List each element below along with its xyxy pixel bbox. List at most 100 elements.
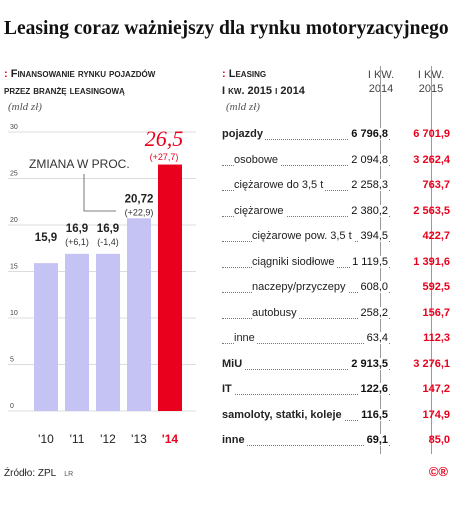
- bar-value-label: 16,9: [66, 223, 88, 235]
- row-label: ciężarowe do 3,5 t: [234, 179, 326, 191]
- source-note: Źródło: ZPL LR: [4, 468, 73, 479]
- bar: [65, 253, 89, 411]
- row-leader-dots: [222, 343, 390, 344]
- x-tick-label: '14: [162, 432, 179, 446]
- bar-value-label: 20,72: [125, 193, 154, 205]
- row-label: pojazdy: [222, 128, 265, 140]
- value-2015: 2 563,5: [413, 204, 450, 217]
- value-2014: 116,5: [359, 408, 388, 421]
- right-unit: (mld zł): [226, 101, 260, 113]
- value-2014: 394,5: [358, 230, 388, 242]
- value-2014: 6 796,8: [349, 128, 388, 140]
- page-title: Leasing coraz ważniejszy dla rynku motor…: [4, 18, 449, 39]
- left-header-line2: przez branżę leasingową: [4, 85, 125, 97]
- x-tick-label: '10: [38, 432, 54, 446]
- row-leader-dots: [222, 317, 390, 319]
- value-2014: 2 258,3: [349, 179, 388, 191]
- value-2014: 122,6: [358, 383, 388, 395]
- table-row: naczepy/przyczepy 608,0 592,5: [222, 281, 450, 297]
- bar-value-label: 16,9: [97, 223, 119, 235]
- bar-change-label: (+22,9): [125, 207, 154, 217]
- author-initials: LR: [64, 471, 74, 478]
- row-leader-dots: [222, 215, 390, 217]
- row-label: ciężarowe: [234, 204, 286, 217]
- left-header-line1: Finansowanie rynku pojazdów: [10, 68, 156, 80]
- y-tick-label: 20: [10, 217, 18, 224]
- row-leader-dots: [222, 394, 390, 395]
- bar: [158, 164, 182, 411]
- table-row: ciężarowe do 3,5 t 2 258,3 763,7: [222, 179, 450, 195]
- y-tick-label: 25: [10, 171, 18, 178]
- change-annotation: ZMIANA W PROC.: [29, 157, 130, 171]
- bar: [34, 263, 58, 411]
- column-header-2014-a: I KW.: [367, 69, 395, 81]
- row-label: inne: [222, 434, 247, 446]
- bar-change-label: (-1,4): [97, 237, 119, 247]
- row-label: osobowe: [234, 153, 281, 166]
- value-2015: 6 701,9: [413, 128, 450, 140]
- x-tick-label: '13: [131, 432, 147, 446]
- y-tick-label: 10: [10, 310, 18, 317]
- left-header-marker: :: [4, 68, 8, 80]
- table-row: autobusy 258,2 156,7: [222, 306, 450, 323]
- right-header-line1: Leasing: [228, 68, 267, 80]
- bar: [96, 253, 120, 411]
- value-2015: 147,2: [422, 383, 450, 395]
- y-tick-label: 0: [10, 403, 14, 410]
- right-header: : Leasing I kw. 2015 i 2014: [222, 66, 305, 100]
- column-header-2015-b: 2015: [418, 83, 444, 95]
- value-2014: 2 380,2: [349, 204, 388, 217]
- y-tick-label: 5: [10, 357, 14, 364]
- value-2015: 156,7: [422, 306, 450, 319]
- row-label: ciągniki siodłowe: [252, 255, 337, 268]
- table-row: inne 63,4 112,3: [222, 332, 450, 348]
- row-label: samoloty, statki, koleje: [222, 408, 344, 421]
- table-row: samoloty, statki, koleje 116,5 174,9: [222, 408, 450, 425]
- table-row: ciągniki siodłowe 1 119,5 1 391,6: [222, 255, 450, 272]
- source-text: Źródło: ZPL: [4, 468, 57, 479]
- value-2014: 608,0: [358, 281, 388, 293]
- table-row: osobowe 2 094,8 3 262,4: [222, 153, 450, 170]
- table-row: inne 69,1 85,0: [222, 434, 450, 450]
- value-2015: 3 262,4: [413, 153, 450, 166]
- row-leader-dots: [222, 445, 390, 446]
- table-row: ciężarowe 2 380,2 2 563,5: [222, 204, 450, 221]
- value-2015: 112,3: [423, 332, 450, 344]
- value-2014: 258,2: [358, 306, 388, 319]
- value-2015: 763,7: [422, 179, 450, 191]
- y-tick-label: 15: [10, 264, 18, 271]
- value-2014: 2 913,5: [349, 357, 388, 370]
- left-header: : Finansowanie rynku pojazdów przez bran…: [4, 66, 155, 100]
- table-row: IT 122,6 147,2: [222, 383, 450, 399]
- value-2014: 63,4: [364, 332, 388, 344]
- left-unit: (mld zł): [8, 101, 42, 113]
- table-row: ciężarowe pow. 3,5 t 394,5 422,7: [222, 230, 450, 246]
- value-2015: 85,0: [428, 434, 450, 446]
- value-2014: 1 119,5: [350, 255, 388, 268]
- value-2015: 592,5: [422, 281, 450, 293]
- bar-change-label: (+27,7): [150, 152, 179, 162]
- right-header-marker: :: [222, 68, 226, 80]
- y-tick-label: 30: [10, 124, 18, 131]
- value-2015: 422,7: [422, 230, 450, 242]
- bar-value-label: 15,9: [35, 232, 57, 244]
- table-row: pojazdy 6 796,8 6 701,9: [222, 128, 450, 144]
- row-label: naczepy/przyczepy: [252, 281, 348, 293]
- bar: [127, 218, 151, 411]
- value-2015: 174,9: [422, 408, 450, 421]
- row-label: MiU: [222, 357, 245, 370]
- row-leader-dots: [222, 368, 390, 370]
- right-header-line2: I kw. 2015 i 2014: [222, 85, 305, 97]
- value-2014: 69,1: [364, 434, 388, 446]
- value-2014: 2 094,8: [349, 153, 388, 166]
- publisher-logo: ©®: [428, 464, 448, 479]
- row-label: ciężarowe pow. 3,5 t: [252, 230, 354, 242]
- row-label: autobusy: [252, 306, 299, 319]
- value-2015: 3 276,1: [413, 357, 450, 370]
- column-divider-2015: [431, 66, 432, 454]
- row-label: inne: [234, 332, 257, 344]
- row-leader-dots: [222, 164, 390, 166]
- value-2015: 1 391,6: [413, 255, 450, 268]
- bar-value-label: 26,5: [145, 126, 184, 151]
